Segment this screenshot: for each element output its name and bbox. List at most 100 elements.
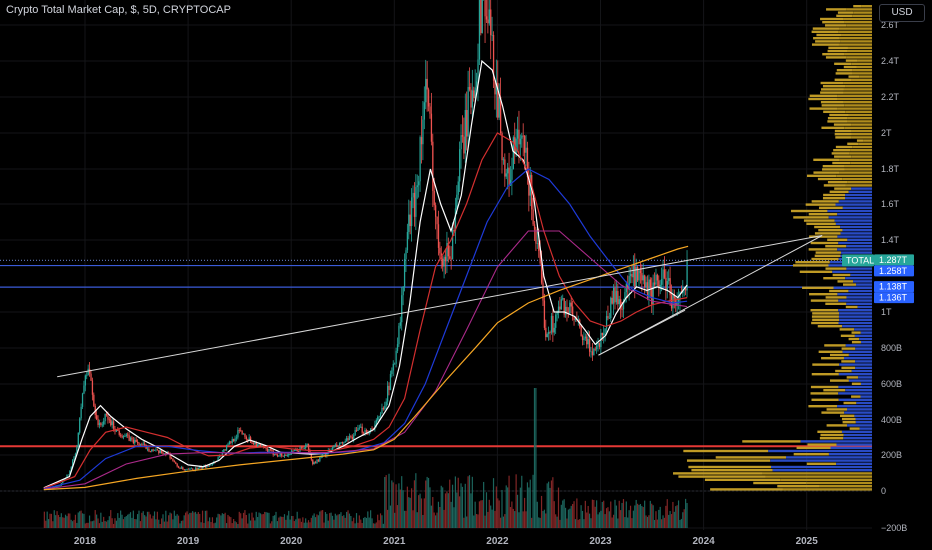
candle-body <box>644 275 646 288</box>
volume-profile-bar <box>814 225 841 229</box>
volume-bar <box>265 512 267 528</box>
volume-bar <box>389 505 392 528</box>
volume-bar <box>282 517 284 528</box>
volume-bar <box>583 519 585 528</box>
candle-body <box>152 449 154 451</box>
volume-bar <box>264 511 266 528</box>
volume-bar <box>355 513 358 528</box>
candle-body <box>505 173 507 177</box>
volume-bar <box>173 510 175 528</box>
volume-bar <box>170 513 173 528</box>
candle-body <box>596 345 598 350</box>
volume-bar <box>645 515 647 528</box>
volume-bar <box>49 513 51 528</box>
candle-body <box>360 426 362 428</box>
volume-bar <box>471 476 473 528</box>
candle-body <box>668 278 670 282</box>
volume-bar <box>272 515 274 528</box>
candle-body <box>603 333 605 336</box>
volume-bar <box>429 487 431 528</box>
volume-bar <box>669 510 671 528</box>
volume-profile-bar <box>859 427 872 430</box>
volume-profile-bar <box>845 184 872 187</box>
volume-bar <box>653 519 656 528</box>
candle-body <box>244 433 246 437</box>
volume-bar <box>639 504 642 528</box>
candle-body <box>480 0 482 34</box>
volume-bar <box>275 511 277 528</box>
candle-body <box>258 444 260 446</box>
volume-profile-bar <box>840 225 872 229</box>
volume-profile-bar <box>813 158 840 161</box>
candle-body <box>269 449 272 451</box>
candle-body <box>403 258 406 287</box>
candle-body <box>305 444 307 449</box>
volume-bar <box>74 514 77 528</box>
volume-bar <box>379 513 382 528</box>
volume-bar <box>564 507 567 528</box>
candle-body <box>115 429 118 432</box>
y-tick-label: 400B <box>881 415 902 425</box>
candle-body <box>333 446 335 448</box>
volume-profile-bar <box>847 424 872 427</box>
volume-bar <box>262 514 264 528</box>
candle-body <box>591 351 594 356</box>
candle-body <box>182 467 184 470</box>
candle-body <box>607 316 609 319</box>
volume-bar <box>197 511 199 528</box>
volume-profile-bar <box>837 280 854 283</box>
candle-body <box>142 443 144 445</box>
volume-profile-bar <box>825 296 847 299</box>
volume-profile-bar <box>820 433 844 437</box>
currency-button[interactable]: USD <box>879 4 925 22</box>
volume-profile-bar <box>821 104 845 107</box>
volume-profile-bar <box>845 110 872 113</box>
volume-profile-bar <box>834 155 852 158</box>
volume-profile-bar <box>811 321 839 325</box>
volume-bar <box>118 517 120 528</box>
volume-profile-bar <box>848 379 872 382</box>
volume-bar <box>348 513 351 528</box>
candle-body <box>148 448 150 451</box>
moving-average-line-0 <box>43 59 688 489</box>
candle-body <box>211 463 214 465</box>
volume-bar <box>612 514 615 528</box>
volume-bar <box>337 514 339 528</box>
candle-body <box>498 97 500 118</box>
candle-body <box>584 336 587 339</box>
volume-profile-bar <box>844 168 872 171</box>
volume-bar <box>402 490 404 528</box>
volume-bar <box>459 496 461 528</box>
candle-body <box>628 276 630 290</box>
volume-bar <box>682 512 684 528</box>
volume-profile-bar <box>817 430 842 433</box>
candle-body <box>566 306 568 314</box>
volume-profile-bar <box>846 267 872 270</box>
volume-bar <box>90 521 92 528</box>
candle-body <box>516 129 519 139</box>
candle-body <box>237 430 239 438</box>
volume-profile-bar <box>812 27 840 30</box>
candle-body <box>450 258 452 260</box>
volume-bar <box>468 475 471 528</box>
volume-profile-bar <box>848 113 872 117</box>
candle-body <box>612 287 615 304</box>
volume-bar <box>317 515 319 528</box>
volume-bar <box>450 501 452 528</box>
volume-bar <box>251 512 253 528</box>
volume-profile-bar <box>836 443 872 446</box>
volume-profile-bar <box>806 481 872 485</box>
volume-bar <box>144 515 146 528</box>
volume-profile-bar <box>838 321 872 325</box>
volume-bar <box>142 511 144 528</box>
volume-profile-bar <box>860 331 872 334</box>
volume-bar <box>378 520 380 528</box>
y-tick-label: 1.6T <box>881 199 900 209</box>
volume-profile-bar <box>838 373 872 376</box>
volume-profile-bar <box>834 219 872 222</box>
candle-body <box>386 385 389 402</box>
volume-bar <box>314 517 317 528</box>
volume-profile-bar <box>772 469 872 472</box>
candle-body <box>271 449 273 451</box>
